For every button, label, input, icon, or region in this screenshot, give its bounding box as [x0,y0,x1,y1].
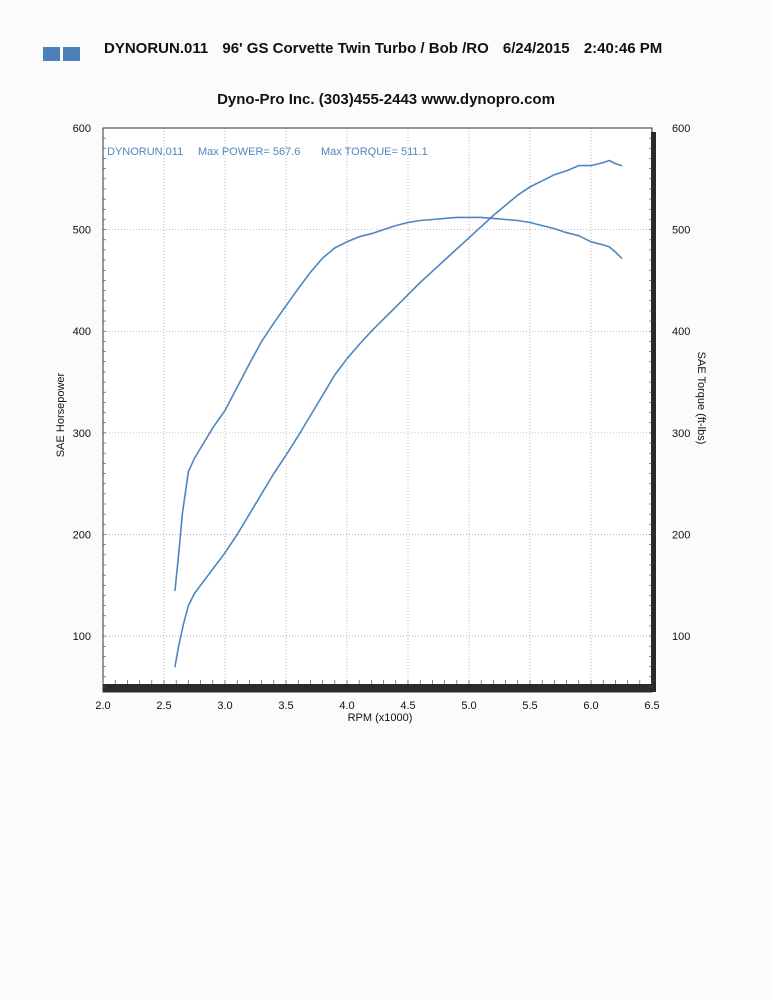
y-left-tick-label-3: 400 [73,326,91,338]
y-right-tick-label-2: 300 [672,428,690,440]
power-curve [174,159,623,668]
report-header: DYNORUN.011 96' GS Corvette Twin Turbo /… [104,40,662,57]
legend-max-power: Max POWER= 567.6 [198,146,300,158]
tick-labels: 2.0 2.5 3.0 3.5 4.0 4.5 5.0 5.5 6.0 6.5 100 200 300 4… [73,123,691,712]
x-tick-label-1: 2.5 [156,700,171,712]
right-axis-label: SAE Torque (ft-lbs) [695,352,707,445]
x-tick-label-6: 5.0 [461,700,476,712]
x-tick-label-2: 3.0 [217,700,232,712]
logo-square-right [63,47,80,61]
logo-square-left [43,47,60,61]
left-axis-label: SAE Horsepower [55,372,67,457]
y-right-tick-label-4: 500 [672,225,690,237]
x-axis-label: RPM (x1000) [348,712,413,724]
company-info: Dyno-Pro Inc. (303)455-2443 www.dynopro.… [217,91,555,108]
legend-max-torque: Max TORQUE= 511.1 [321,146,428,158]
y-right-tick-label-3: 400 [672,326,690,338]
plot-right-shadow [651,132,656,692]
y-right-tick-label-0: 100 [672,631,690,643]
run-id: DYNORUN.011 [104,40,209,57]
y-right-tick-label-5: 600 [672,123,690,135]
y-left-tick-label-1: 200 [73,529,91,541]
vehicle-description: 96' GS Corvette Twin Turbo / Bob /RO [222,40,489,57]
y-left-tick-label-5: 600 [73,123,91,135]
x-tick-label-9: 6.5 [644,700,659,712]
x-tick-label-0: 2.0 [95,700,110,712]
run-date: 6/24/2015 [502,40,570,57]
legend-run-id: DYNORUN.011 [107,146,183,158]
plot-area [103,128,652,692]
plot-bottom-shadow [103,684,656,692]
minor-ticks [102,137,653,688]
run-time: 2:40:46 PM [583,40,663,57]
curves [174,159,623,668]
x-tick-label-5: 4.5 [400,700,415,712]
y-left-tick-label-2: 300 [73,428,91,440]
x-tick-label-7: 5.5 [522,700,537,712]
y-left-tick-label-0: 100 [73,631,91,643]
y-right-tick-label-1: 200 [672,529,690,541]
x-tick-label-8: 6.0 [583,700,598,712]
torque-curve [174,216,623,592]
logo-mark [43,47,81,61]
x-tick-label-3: 3.5 [278,700,293,712]
x-tick-label-4: 4.0 [339,700,354,712]
y-left-tick-label-4: 500 [73,225,91,237]
